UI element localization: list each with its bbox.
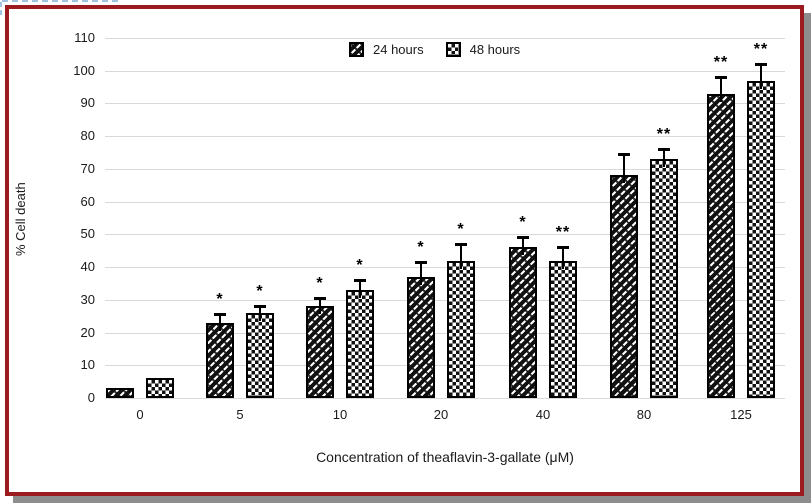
- figure-border: * * * * ** * * * ** ** ** 0 10 20 30 40 50 60 70 80 90 100 11…: [5, 5, 804, 496]
- significance-48h-40: **: [555, 223, 571, 241]
- legend-item-48-hours: 48 hours: [445, 41, 521, 57]
- x-tick-label-5: 5: [236, 407, 244, 422]
- gridline-20: [105, 332, 785, 334]
- y-tick-label-20: 20: [80, 324, 95, 340]
- error-cap-24h-5: [214, 312, 226, 316]
- y-tick-label-40: 40: [80, 259, 95, 275]
- error-bar-24h-20: [420, 260, 422, 285]
- bar-48h-125: [747, 80, 775, 398]
- bar-48h-0: [146, 378, 174, 398]
- x-tick-label-10: 10: [332, 407, 348, 422]
- y-tick-label-90: 90: [80, 95, 95, 111]
- y-tick-label-50: 50: [80, 226, 95, 242]
- error-cap-24h-40: [517, 236, 529, 239]
- error-bar-48h-40: [562, 245, 564, 269]
- bar-chart: * * * * ** * * * ** ** ** 0 10 20 30 40 50 60 70 80 90 100 11…: [9, 9, 800, 492]
- error-bar-24h-10: [319, 296, 321, 315]
- error-bar-48h-20: [460, 242, 462, 269]
- error-bar-48h-10: [359, 278, 361, 298]
- bar-24h-20: [407, 276, 435, 398]
- error-bar-24h-80: [623, 152, 625, 184]
- significance-48h-80: **: [656, 125, 672, 143]
- y-tick-label-80: 80: [80, 128, 95, 144]
- error-cap-24h-10: [314, 296, 326, 300]
- bar-48h-40: [549, 260, 577, 398]
- significance-24h-125: **: [713, 53, 729, 71]
- significance-24h-20: *: [417, 238, 425, 256]
- error-bar-48h-125: [760, 62, 762, 89]
- gridline-110: [105, 38, 785, 39]
- significance-24h-40: *: [519, 214, 527, 231]
- y-tick-label-30: 30: [80, 291, 95, 307]
- bar-24h-0: [106, 388, 134, 398]
- y-axis-title: % Cell death: [13, 182, 28, 256]
- error-bar-24h-5: [219, 312, 221, 331]
- error-bar-24h-125: [720, 75, 722, 102]
- x-tick-label-20: 20: [433, 407, 449, 422]
- legend-swatch-24-hours-icon: [349, 41, 364, 57]
- x-tick-label-40: 40: [535, 407, 551, 422]
- chart-legend: 24 hours 48 hours: [349, 39, 520, 59]
- significance-24h-10: *: [316, 274, 324, 292]
- selection-marquee-top: [2, 0, 118, 2]
- error-bar-24h-40: [522, 236, 524, 256]
- bar-48h-10: [346, 290, 374, 398]
- significance-48h-10: *: [356, 256, 364, 274]
- bar-48h-20: [447, 260, 475, 398]
- figure-shadow-right: [804, 13, 811, 503]
- y-tick-label-0: 0: [87, 390, 95, 405]
- significance-24h-5: *: [216, 290, 224, 308]
- significance-48h-20: *: [457, 220, 465, 238]
- significance-48h-125: **: [753, 40, 769, 58]
- legend-swatch-48-hours-icon: [445, 41, 461, 57]
- error-cap-48h-20: [455, 242, 467, 246]
- bar-24h-5: [206, 322, 234, 398]
- gridline-60: [105, 201, 785, 203]
- gridline-50: [105, 234, 785, 236]
- x-tick-label-125: 125: [730, 407, 752, 422]
- x-tick-label-80: 80: [636, 407, 652, 422]
- bar-48h-5: [246, 312, 274, 398]
- bar-48h-80: [650, 159, 678, 398]
- figure-shadow-bottom: [13, 496, 811, 503]
- bar-24h-125: [707, 93, 735, 398]
- gridline-10: [105, 365, 785, 367]
- error-cap-24h-80: [618, 152, 630, 156]
- significance-48h-5: *: [256, 282, 264, 300]
- error-cap-24h-20: [415, 260, 427, 264]
- error-cap-48h-40: [557, 245, 569, 249]
- gridline-100: [105, 70, 785, 72]
- x-axis-title: Concentration of theaflavin-3-gallate (μ…: [316, 449, 574, 465]
- y-tick-label-10: 10: [80, 357, 95, 373]
- error-cap-48h-5: [254, 304, 266, 308]
- legend-label-48-hours: 48 hours: [469, 41, 521, 57]
- gridline-70: [105, 168, 785, 170]
- y-tick-label-100: 100: [73, 62, 95, 78]
- error-cap-48h-10: [354, 278, 366, 282]
- legend-label-24-hours: 24 hours: [373, 41, 424, 57]
- y-tick-label-70: 70: [80, 160, 95, 176]
- error-bar-48h-5: [259, 304, 261, 321]
- x-tick-label-0: 0: [136, 407, 144, 422]
- legend-item-24-hours: 24 hours: [349, 41, 424, 57]
- gridline-40: [105, 267, 785, 269]
- error-bar-48h-80: [663, 147, 665, 168]
- error-cap-24h-125: [715, 75, 727, 79]
- gridline-0: [105, 398, 785, 399]
- gridline-90: [105, 103, 785, 105]
- gridline-30: [105, 299, 785, 301]
- bar-24h-10: [306, 306, 334, 398]
- y-tick-label-110: 110: [74, 30, 95, 45]
- y-tick-label-60: 60: [80, 193, 95, 209]
- selection-marquee-left: [0, 2, 2, 15]
- gridline-80: [105, 136, 785, 138]
- bar-24h-80: [610, 175, 638, 398]
- bar-24h-40: [509, 247, 537, 398]
- error-cap-48h-80: [658, 147, 670, 151]
- error-cap-48h-125: [755, 62, 767, 66]
